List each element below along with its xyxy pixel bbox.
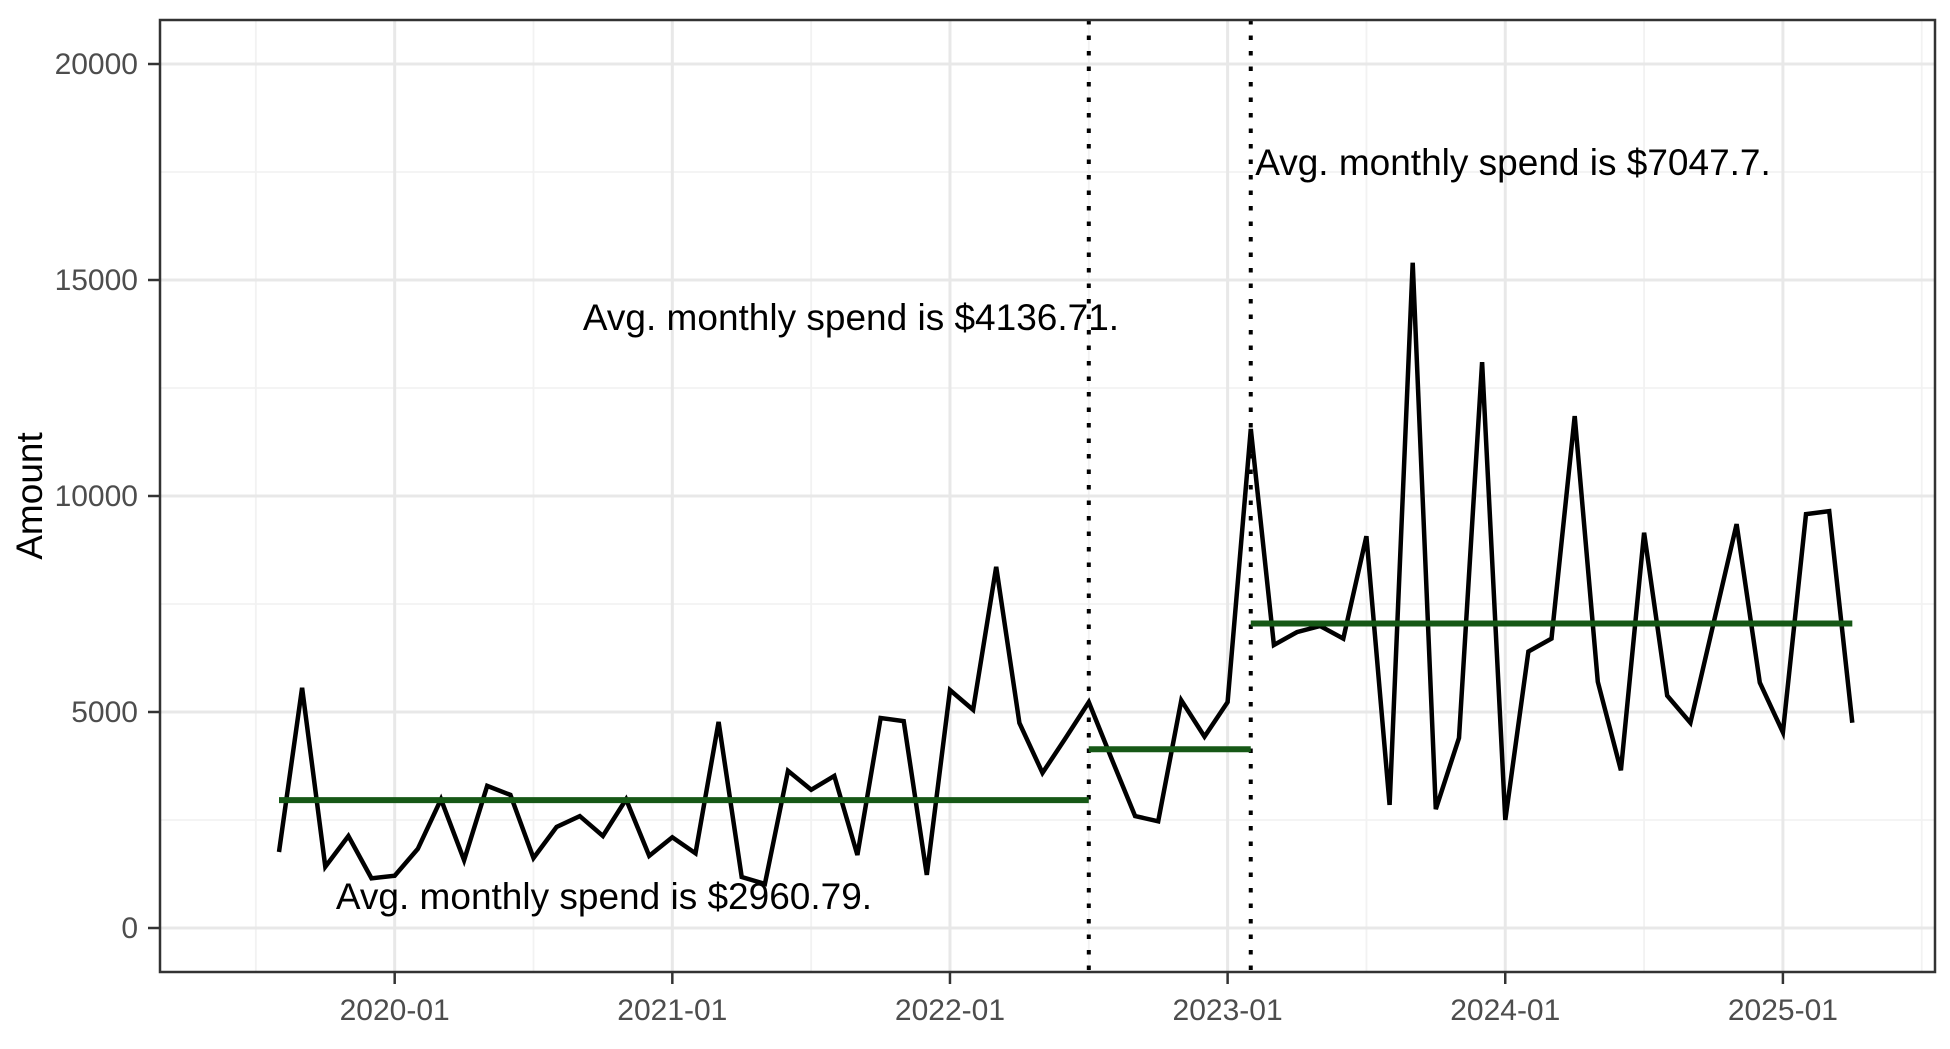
y-tick-label: 15000 <box>55 264 138 297</box>
y-axis-title: Amount <box>9 432 50 560</box>
annotation-period-2: Avg. monthly spend is $4136.71. <box>583 297 1119 338</box>
y-tick-label: 10000 <box>55 480 138 513</box>
annotation-period-1: Avg. monthly spend is $2960.79. <box>336 876 872 917</box>
x-tick-label: 2025-01 <box>1728 994 1838 1027</box>
x-tick-label: 2021-01 <box>617 994 727 1027</box>
y-tick-label: 5000 <box>71 696 138 729</box>
x-tick-label: 2024-01 <box>1450 994 1560 1027</box>
y-tick-label: 0 <box>121 912 138 945</box>
x-tick-label: 2022-01 <box>895 994 1005 1027</box>
monthly-spend-line <box>276 262 1855 887</box>
annotation-period-3: Avg. monthly spend is $7047.7. <box>1255 142 1771 183</box>
x-tick-label: 2020-01 <box>340 994 450 1027</box>
y-tick-label: 20000 <box>55 48 138 81</box>
x-tick-label: 2023-01 <box>1173 994 1283 1027</box>
